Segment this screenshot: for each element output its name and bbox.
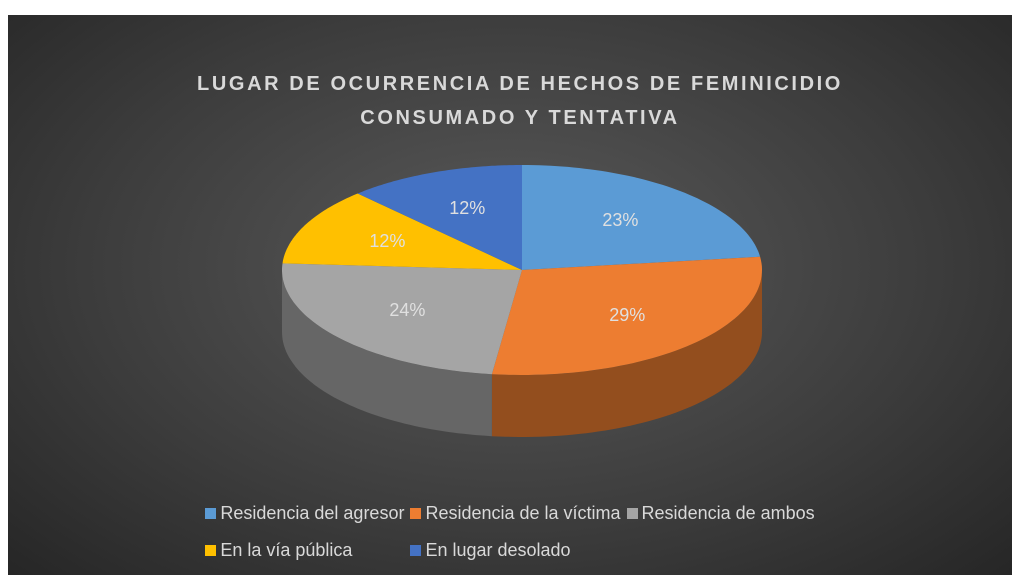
legend-swatch: [410, 508, 422, 519]
data-label: 24%: [389, 300, 425, 320]
pie-slice: [282, 263, 522, 375]
pie-slice: [282, 193, 522, 270]
pie-slice: [357, 165, 522, 270]
legend-swatch: [410, 545, 422, 556]
legend-item: Residencia del agresor: [205, 503, 404, 524]
chart: LUGAR DE OCURRENCIA DE HECHOS DE FEMINIC…: [8, 15, 1012, 575]
legend-label: Residencia de ambos: [641, 503, 815, 523]
chart-title: LUGAR DE OCURRENCIA DE HECHOS DE FEMINIC…: [197, 73, 843, 129]
pie-slice: [522, 165, 761, 270]
legend-item: Residencia de ambos: [626, 503, 815, 524]
legend-item: En la vía pública: [205, 540, 404, 561]
legend-label: Residencia del agresor: [220, 503, 405, 523]
legend-swatch: [626, 508, 638, 519]
pie-slice-side: [282, 270, 492, 437]
legend-item: Residencia de la víctima: [410, 503, 621, 524]
legend-swatch: [205, 545, 217, 556]
pie-slice: [491, 256, 762, 375]
data-label: 12%: [449, 198, 485, 218]
legend-label: En lugar desolado: [425, 540, 571, 560]
legend-swatch: [205, 508, 217, 519]
legend-label: Residencia de la víctima: [425, 503, 621, 523]
data-label: 12%: [369, 231, 405, 251]
legend-item: En lugar desolado: [410, 540, 620, 561]
legend: Residencia del agresor Residencia de la v…: [8, 503, 1012, 561]
data-label: 23%: [602, 210, 638, 230]
data-label: 29%: [609, 305, 645, 325]
legend-label: En la vía pública: [220, 540, 353, 560]
pie-plot: 23% 29% 24% 12% 12%: [282, 165, 762, 437]
pie-slice-side: [491, 270, 762, 437]
